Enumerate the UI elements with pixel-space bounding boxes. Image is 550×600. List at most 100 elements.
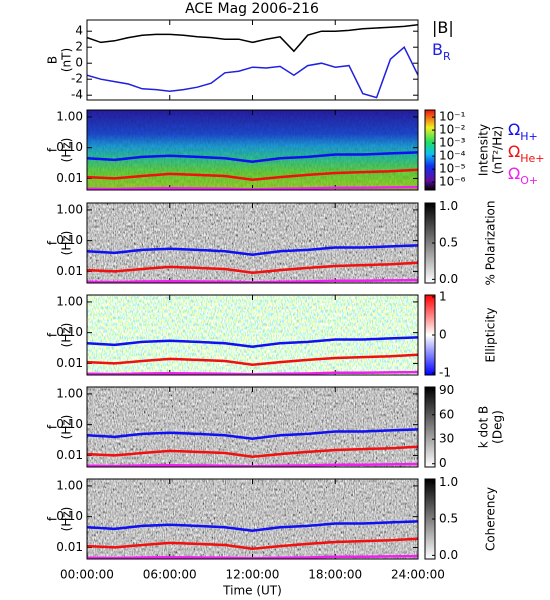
y-axis-label: (Hz) bbox=[60, 138, 74, 163]
series-line bbox=[87, 520, 418, 532]
plot-frame bbox=[86, 478, 419, 560]
colorbar-tick-label: 90 bbox=[439, 383, 454, 397]
plot-frame bbox=[86, 19, 419, 101]
y-tick-label: 1.00 bbox=[56, 109, 83, 123]
colorbar-tick-label: 0 bbox=[439, 328, 447, 342]
series-line bbox=[87, 168, 418, 182]
y-axis-label: (Hz) bbox=[60, 231, 74, 256]
colorbar-label: Coherency bbox=[484, 487, 498, 551]
colorbar-tick-label: -1 bbox=[439, 366, 451, 380]
y-tick-label: 1.00 bbox=[56, 386, 83, 400]
spectrogram-texture bbox=[87, 110, 418, 190]
series-line bbox=[87, 261, 418, 275]
spectrogram-texture bbox=[87, 387, 418, 467]
legend-label-main: Ω bbox=[508, 164, 520, 183]
series-line bbox=[87, 554, 418, 559]
legend-label: ΩO+ bbox=[508, 164, 538, 187]
legend-label-main: Ω bbox=[508, 142, 520, 161]
series-line bbox=[87, 370, 418, 375]
colorbar-label: Ellipticity bbox=[484, 308, 498, 363]
x-tick-label: 24:00:00 bbox=[391, 568, 445, 582]
series-line bbox=[87, 462, 418, 467]
x-tick-label: 18:00:00 bbox=[308, 568, 362, 582]
legend-label: ΩH+ bbox=[508, 120, 538, 143]
x-tick-label: 00:00:00 bbox=[60, 568, 114, 582]
colorbar bbox=[424, 109, 436, 191]
series-line bbox=[87, 45, 418, 99]
y-axis-label: f bbox=[46, 332, 60, 337]
y-tick-label: 0.10 bbox=[56, 325, 83, 339]
colorbar-label: (Deg) bbox=[491, 410, 505, 444]
colorbar-tick-label: 0.5 bbox=[439, 512, 458, 526]
colorbar-tick-label: 1 bbox=[439, 289, 447, 303]
x-axis-label: Time (UT) bbox=[222, 584, 282, 598]
y-tick-label: 1.00 bbox=[56, 478, 83, 492]
legend-label-sub: He+ bbox=[520, 152, 544, 165]
y-axis-label: f bbox=[46, 516, 60, 521]
y-tick-label: 0.01 bbox=[56, 540, 83, 554]
legend-label: ΩHe+ bbox=[508, 142, 545, 165]
colorbar-tick-label: 10⁻⁴ bbox=[439, 149, 466, 163]
y-tick-label: 0.01 bbox=[56, 171, 83, 185]
legend-label-main: Ω bbox=[508, 120, 520, 139]
colorbar-tick-label: 10⁻³ bbox=[439, 136, 466, 150]
y-axis-label: (Hz) bbox=[60, 507, 74, 532]
plot-frame bbox=[86, 386, 419, 468]
spectrogram-texture bbox=[87, 479, 418, 559]
x-tick-label: 12:00:00 bbox=[226, 568, 280, 582]
legend-label-sub: O+ bbox=[520, 174, 538, 187]
x-tick-label: 06:00:00 bbox=[143, 568, 197, 582]
series-line bbox=[87, 537, 418, 551]
y-tick-label: 1.00 bbox=[56, 202, 83, 216]
colorbar-tick-label: 0.0 bbox=[439, 548, 458, 562]
y-axis-label: f bbox=[46, 424, 60, 429]
series-line bbox=[87, 428, 418, 440]
series-line bbox=[87, 185, 418, 190]
spectrogram-texture bbox=[87, 203, 418, 283]
y-tick-label: -2 bbox=[71, 72, 83, 86]
colorbar bbox=[424, 386, 436, 468]
colorbar-label: k dot B bbox=[477, 406, 491, 448]
colorbar-tick-label: 0 bbox=[439, 456, 447, 470]
y-tick-label: 0.10 bbox=[56, 417, 83, 431]
colorbar-tick-label: 10⁻⁶ bbox=[439, 175, 466, 189]
y-axis-label: f bbox=[46, 147, 60, 152]
colorbar-label: Intensity bbox=[477, 124, 491, 176]
series-line bbox=[87, 244, 418, 256]
series-line bbox=[87, 445, 418, 459]
plot-frame bbox=[86, 109, 419, 191]
colorbar-tick-label: 0.0 bbox=[439, 272, 458, 286]
series-line bbox=[87, 24, 418, 53]
plot-frame bbox=[86, 294, 419, 376]
colorbar-label: (nT²/Hz) bbox=[491, 126, 505, 174]
colorbar-tick-label: 10⁻² bbox=[439, 123, 466, 137]
y-tick-label: 0.01 bbox=[56, 264, 83, 278]
legend-label: |B| bbox=[432, 18, 454, 37]
series-line bbox=[87, 353, 418, 367]
y-axis-label: f bbox=[46, 240, 60, 245]
y-tick-label: 0.10 bbox=[56, 233, 83, 247]
series-line bbox=[87, 336, 418, 348]
colorbar-tick-label: 1.0 bbox=[439, 475, 458, 489]
spectrogram-texture bbox=[87, 295, 418, 375]
y-tick-label: 2 bbox=[75, 40, 83, 54]
colorbar-tick-label: 60 bbox=[439, 407, 454, 421]
y-tick-label: 0.01 bbox=[56, 448, 83, 462]
y-tick-label: 1.00 bbox=[56, 294, 83, 308]
y-tick-label: 0.10 bbox=[56, 509, 83, 523]
y-axis-label: (Hz) bbox=[60, 415, 74, 440]
y-axis-label: (Hz) bbox=[60, 323, 74, 348]
colorbar-tick-label: 1.0 bbox=[439, 199, 458, 213]
colorbar-tick-label: 0.5 bbox=[439, 236, 458, 250]
legend-label: BR bbox=[432, 40, 451, 63]
chart-title: ACE Mag 2006-216 bbox=[185, 1, 319, 17]
y-tick-label: 0.10 bbox=[56, 140, 83, 154]
y-tick-label: 0.01 bbox=[56, 356, 83, 370]
y-tick-label: 4 bbox=[75, 24, 83, 38]
colorbar-tick-label: 10⁻⁵ bbox=[439, 162, 466, 176]
legend-label-main: |B| bbox=[432, 18, 454, 37]
series-line bbox=[87, 278, 418, 283]
y-axis-label: (nT) bbox=[60, 48, 74, 72]
colorbar-label: % Polarization bbox=[484, 201, 498, 286]
